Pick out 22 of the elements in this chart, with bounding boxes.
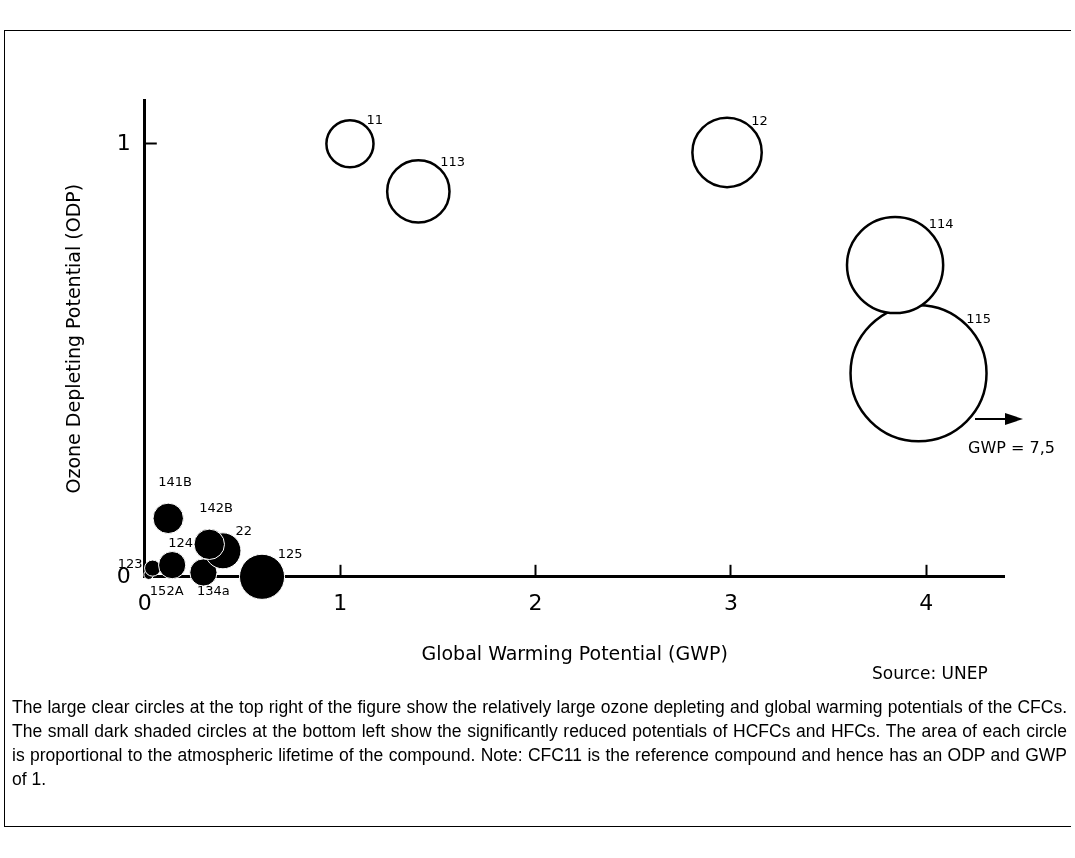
series-label: 141B bbox=[158, 474, 192, 490]
x-tick-label: 3 bbox=[723, 589, 738, 615]
x-tick-label: 4 bbox=[919, 589, 934, 615]
series-label: 22 bbox=[235, 523, 253, 539]
x-tick-label: 2 bbox=[528, 589, 543, 615]
series-label: 142B bbox=[199, 499, 234, 515]
x-axis-title: Global Warming Potential (GWP) bbox=[421, 641, 728, 664]
series-label: 12 bbox=[751, 113, 768, 129]
x-tick-label: 1 bbox=[333, 589, 348, 615]
series-label: 125 bbox=[277, 545, 303, 561]
source-note: Source: UNEP bbox=[872, 663, 988, 683]
series-label: 124 bbox=[168, 535, 193, 551]
annotation: GWP = 7,5 bbox=[968, 438, 1055, 457]
series-label: 134a bbox=[197, 582, 230, 598]
series-label: 113 bbox=[440, 154, 465, 170]
x-tick-label: 0 bbox=[137, 589, 152, 615]
series-label: 114 bbox=[928, 216, 954, 232]
series-label: 152A bbox=[149, 582, 184, 598]
y-axis-title: Ozone Depleting Potential (ODP) bbox=[62, 183, 85, 494]
text: The large clear circles at the top right of the figure show the relatively large ozone depleting and global warming potentials of the CFCs. The small dark shaded circles at the bottom left show the significantly reduced potentials of HCFCs and HFCs. The area of each circle is proportional to the atmospheric lifetime of the compound. Note: CFC11 is the reference compound and hence has an ODP and GWP of 1. bbox=[12, 696, 1067, 791]
series-label: 115 bbox=[966, 310, 991, 326]
series-label: 11 bbox=[366, 112, 383, 128]
